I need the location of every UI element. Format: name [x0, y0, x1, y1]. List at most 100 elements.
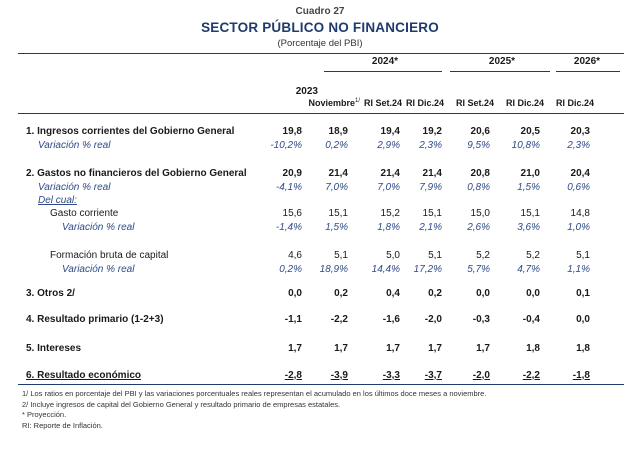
table-row: 4. Resultado primario (1-2+3) -1,1 -2,2 -1,… [0, 314, 640, 328]
cell-value: 7,0% [325, 182, 348, 193]
cell-value: 4,6 [288, 250, 302, 261]
cell-value: 20,3 [570, 126, 590, 137]
table-row: 1. Ingresos corrientes del Gobierno Gene… [0, 126, 640, 140]
cell-value: 18,9% [319, 264, 348, 275]
table-row: 6. Resultado económico -2,8 -3,9 -3,3 -3,7 -2… [0, 370, 640, 384]
table-row: Variación % real -1,4% 1,5% 1,8% 2,1% 2,6% 3,6… [0, 222, 640, 236]
group-header-2026: 2026* [573, 56, 601, 67]
cell-value: 1,7 [428, 343, 442, 354]
cell-value: -2,0 [472, 370, 490, 381]
cell-value: 0,0 [476, 288, 490, 299]
row-label: 5. Intereses [26, 343, 82, 354]
cell-value: -3,7 [424, 370, 442, 381]
cell-value: -4,1% [275, 182, 302, 193]
group-rule-2025 [450, 71, 550, 72]
cell-value: 1,8 [576, 343, 590, 354]
row-label: Variación % real [62, 222, 135, 233]
row-label: Formación bruta de capital [50, 250, 169, 261]
cell-value: 5,7% [467, 264, 490, 275]
cell-value: 7,9% [419, 182, 442, 193]
cell-value: 2,1% [419, 222, 442, 233]
cell-value: -0,4 [522, 314, 540, 325]
table-row: Gasto corriente 15,6 15,1 15,2 15,1 15,0 15,1 1… [0, 208, 640, 222]
cell-value: 1,7 [386, 343, 400, 354]
cell-value: 1,7 [288, 343, 302, 354]
row-label: Variación % real [38, 182, 111, 193]
cell-value: 5,2 [526, 250, 540, 261]
cell-value: 3,6% [517, 222, 540, 233]
cell-value: 2,9% [377, 140, 400, 151]
cell-value: 5,2 [476, 250, 490, 261]
row-label: 2. Gastos no financieros del Gobierno Ge… [26, 168, 247, 179]
cell-value: 14,4% [371, 264, 400, 275]
column-header-2025-ri-dic: RI Dic.24 [505, 98, 544, 108]
group-rule-2024 [324, 71, 442, 72]
group-rule-2026 [556, 71, 620, 72]
cell-value: 19,4 [380, 126, 400, 137]
cuadro-label: Cuadro 27 [295, 6, 345, 17]
cell-value: 1,8% [377, 222, 400, 233]
cell-value: 15,1 [328, 208, 348, 219]
cell-value: -1,8 [572, 370, 590, 381]
cell-value: -3,3 [382, 370, 400, 381]
row-label: 6. Resultado económico [26, 370, 142, 381]
cell-value: 0,2% [325, 140, 348, 151]
cell-value: 5,0 [386, 250, 400, 261]
cell-value: -2,0 [424, 314, 442, 325]
cell-value: 10,8% [511, 140, 540, 151]
cell-value: 1,0% [567, 222, 590, 233]
table-subtitle: (Porcentaje del PBI) [277, 38, 363, 49]
header-rule [18, 113, 624, 114]
group-header-2024: 2024* [371, 56, 399, 67]
column-header-2024-ri-set: RI Set.24 [363, 98, 402, 108]
cell-value: 21,4 [380, 168, 400, 179]
cell-value: -1,6 [382, 314, 400, 325]
cell-value: 15,1 [422, 208, 442, 219]
cell-value: 15,1 [520, 208, 540, 219]
row-label: Del cual: [38, 195, 77, 206]
cell-value: 9,5% [467, 140, 490, 151]
row-label: Variación % real [38, 140, 111, 151]
footnote: 1/ Los ratios en porcentaje del PBI y la… [22, 389, 487, 398]
cell-value: 20,5 [520, 126, 540, 137]
cell-value: -1,4% [275, 222, 302, 233]
table-row: Formación bruta de capital 4,6 5,1 5,0 5,1 5,… [0, 250, 640, 264]
cell-value: 2,3% [419, 140, 442, 151]
table-row: 5. Intereses 1,7 1,7 1,7 1,7 1,7 1,8 1,8 [0, 343, 640, 357]
cell-value: 4,7% [517, 264, 540, 275]
cell-value: 20,6 [470, 126, 490, 137]
table-row: Variación % real -4,1% 7,0% 7,0% 7,9% 0,8% 1,5… [0, 182, 640, 196]
cell-value: 2,3% [567, 140, 590, 151]
cell-value: -0,3 [472, 314, 490, 325]
cell-value: 20,9 [282, 168, 302, 179]
cell-value: 7,0% [377, 182, 400, 193]
row-label: 3. Otros 2/ [26, 288, 75, 299]
row-label: 1. Ingresos corrientes del Gobierno Gene… [26, 126, 235, 137]
top-rule [18, 53, 624, 54]
table-row: 2. Gastos no financieros del Gobierno Ge… [0, 168, 640, 182]
table-row: Del cual: [0, 195, 640, 209]
table-title: SECTOR PÚBLICO NO FINANCIERO [201, 20, 439, 35]
cell-value: 0,8% [467, 182, 490, 193]
cell-value: 20,8 [470, 168, 490, 179]
cell-value: 18,9 [328, 126, 348, 137]
cell-value: -1,1 [284, 314, 302, 325]
footnote: 2/ Incluye ingresos de capital del Gobie… [22, 399, 341, 409]
cell-value: 15,2 [380, 208, 400, 219]
row-label: 4. Resultado primario (1-2+3) [26, 314, 164, 325]
cell-value: 17,2% [413, 264, 442, 275]
cell-value: -3,9 [330, 370, 348, 381]
cell-value: 1,7 [334, 343, 348, 354]
cell-value: 0,2 [428, 288, 442, 299]
footnotes: 1/ Los ratios en porcentaje del PBI y la… [22, 389, 486, 431]
bottom-rule [18, 384, 624, 385]
column-header-2024-ri-dic: RI Dic.24 [405, 98, 444, 108]
column-header-2025-ri-set: RI Set.24 [455, 98, 494, 108]
cell-value: 5,1 [334, 250, 348, 261]
cell-value: 1,7 [476, 343, 490, 354]
cell-value: 1,8 [526, 343, 540, 354]
cell-value: 0,0 [288, 288, 302, 299]
cell-value: 14,8 [570, 208, 590, 219]
table-row: 3. Otros 2/0,0 0,2 0,4 0,2 0,0 0,0 0,1 [0, 288, 640, 302]
cell-value: -10,2% [270, 140, 302, 151]
